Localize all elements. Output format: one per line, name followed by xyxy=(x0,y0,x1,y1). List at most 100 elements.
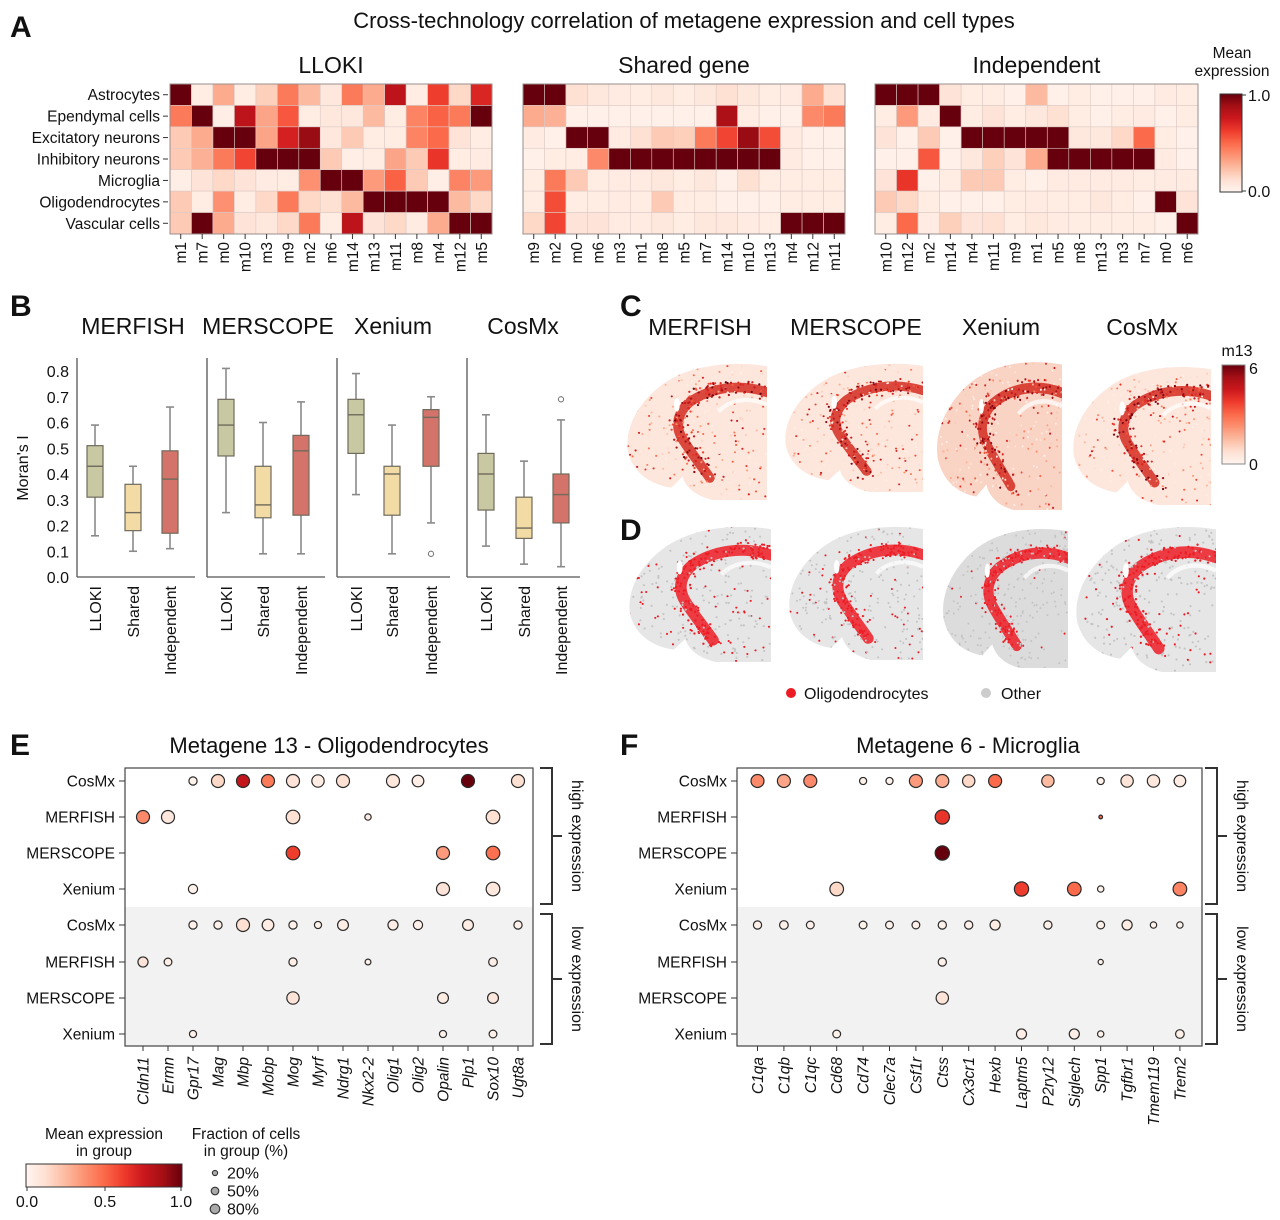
cell-point xyxy=(1000,466,1003,470)
cell-point xyxy=(1014,556,1017,559)
cell-point xyxy=(1004,637,1007,641)
cell-point xyxy=(854,396,857,399)
cell-point xyxy=(753,478,756,481)
cell-point xyxy=(837,601,840,604)
cell-point xyxy=(989,428,992,431)
column-label: m6 xyxy=(591,242,608,264)
cell-point xyxy=(885,544,888,548)
cell-point xyxy=(673,579,677,582)
heatmap-cell xyxy=(1025,190,1048,213)
cell-point xyxy=(873,454,876,457)
cell-point xyxy=(1091,622,1094,626)
cell-point xyxy=(693,470,696,474)
cell-point xyxy=(727,601,730,604)
cell-point xyxy=(832,592,836,596)
cell-point xyxy=(862,383,865,386)
cell-point xyxy=(689,410,692,413)
cell-point xyxy=(1179,619,1182,623)
cell-point xyxy=(1203,653,1206,656)
cell-point xyxy=(1044,418,1047,421)
heatmap-cell xyxy=(212,83,235,106)
cell-point xyxy=(1187,555,1191,558)
cell-point xyxy=(915,433,918,436)
cell-point xyxy=(761,602,764,605)
cell-point xyxy=(1189,648,1192,652)
dot xyxy=(778,920,789,930)
cell-point xyxy=(818,639,821,642)
cell-point xyxy=(871,535,874,538)
dot xyxy=(311,774,325,788)
panel-label-e: E xyxy=(10,729,30,762)
cell-point xyxy=(1043,388,1046,391)
cell-point xyxy=(1058,662,1061,665)
group-label: low expression xyxy=(568,926,585,1032)
cell-point xyxy=(839,574,842,577)
cell-point xyxy=(836,590,839,593)
heatmap-cell xyxy=(212,126,235,149)
cell-point xyxy=(894,615,897,618)
cell-point xyxy=(855,463,858,466)
cell-point xyxy=(716,551,719,554)
cell-point xyxy=(847,592,850,595)
cell-point xyxy=(898,394,902,397)
cell-point xyxy=(1197,591,1200,594)
cell-point xyxy=(1009,654,1012,657)
cell-point xyxy=(697,630,700,633)
cell-point xyxy=(868,548,871,551)
cell-point xyxy=(888,364,891,367)
cell-point xyxy=(667,447,670,450)
figure-title: Cross-technology correlation of metagene… xyxy=(353,8,1015,33)
gene-label: Clec7a xyxy=(882,1057,899,1106)
cell-point xyxy=(803,469,806,472)
cell-point xyxy=(1098,563,1101,566)
cell-point xyxy=(1012,628,1015,631)
cell-point xyxy=(1178,428,1181,431)
heatmap-cell xyxy=(234,212,257,235)
cell-point xyxy=(813,635,816,638)
white-matter-tract xyxy=(1121,546,1217,655)
cell-point xyxy=(872,459,875,462)
cell-point xyxy=(978,556,981,559)
heatmap-cell xyxy=(1090,169,1113,192)
cell-point xyxy=(1188,421,1191,425)
dot xyxy=(805,920,815,930)
cell-point xyxy=(1206,416,1209,419)
cell-point xyxy=(997,556,1000,560)
cell-point xyxy=(717,640,721,644)
cell-point xyxy=(1010,634,1013,637)
cell-point xyxy=(1140,555,1143,558)
heatmap-cell xyxy=(522,190,545,213)
cell-point xyxy=(1053,572,1056,575)
cell-point xyxy=(1126,389,1129,392)
column-label: m8 xyxy=(655,242,672,264)
cell-point xyxy=(825,452,828,455)
heatmap-cell xyxy=(1176,105,1199,128)
cell-point xyxy=(684,457,687,460)
box-iqr xyxy=(515,496,533,539)
cell-point xyxy=(840,606,843,610)
cell-point xyxy=(1145,654,1148,657)
cell-point xyxy=(750,556,753,559)
cell-point xyxy=(1137,404,1140,407)
heatmap-cell xyxy=(384,105,407,128)
cell-point xyxy=(1132,578,1135,581)
cell-point xyxy=(1111,602,1115,605)
heatmap-cell xyxy=(341,147,364,171)
cell-point xyxy=(942,450,945,453)
cell-point xyxy=(1096,438,1099,442)
heatmap-cell xyxy=(694,83,717,106)
column-label: m9 xyxy=(526,242,543,264)
cell-point xyxy=(1060,594,1063,597)
cell-point xyxy=(884,445,887,448)
cell-point xyxy=(740,582,743,585)
cell-point xyxy=(760,428,763,432)
dot xyxy=(803,773,818,789)
cell-point xyxy=(716,594,719,597)
cell-point xyxy=(650,422,653,425)
dot xyxy=(188,1029,198,1039)
cell-point xyxy=(1150,539,1153,542)
cell-point xyxy=(746,589,749,592)
panel-label-c: C xyxy=(620,290,642,323)
cell-point xyxy=(851,413,854,416)
cell-point xyxy=(1113,639,1116,642)
